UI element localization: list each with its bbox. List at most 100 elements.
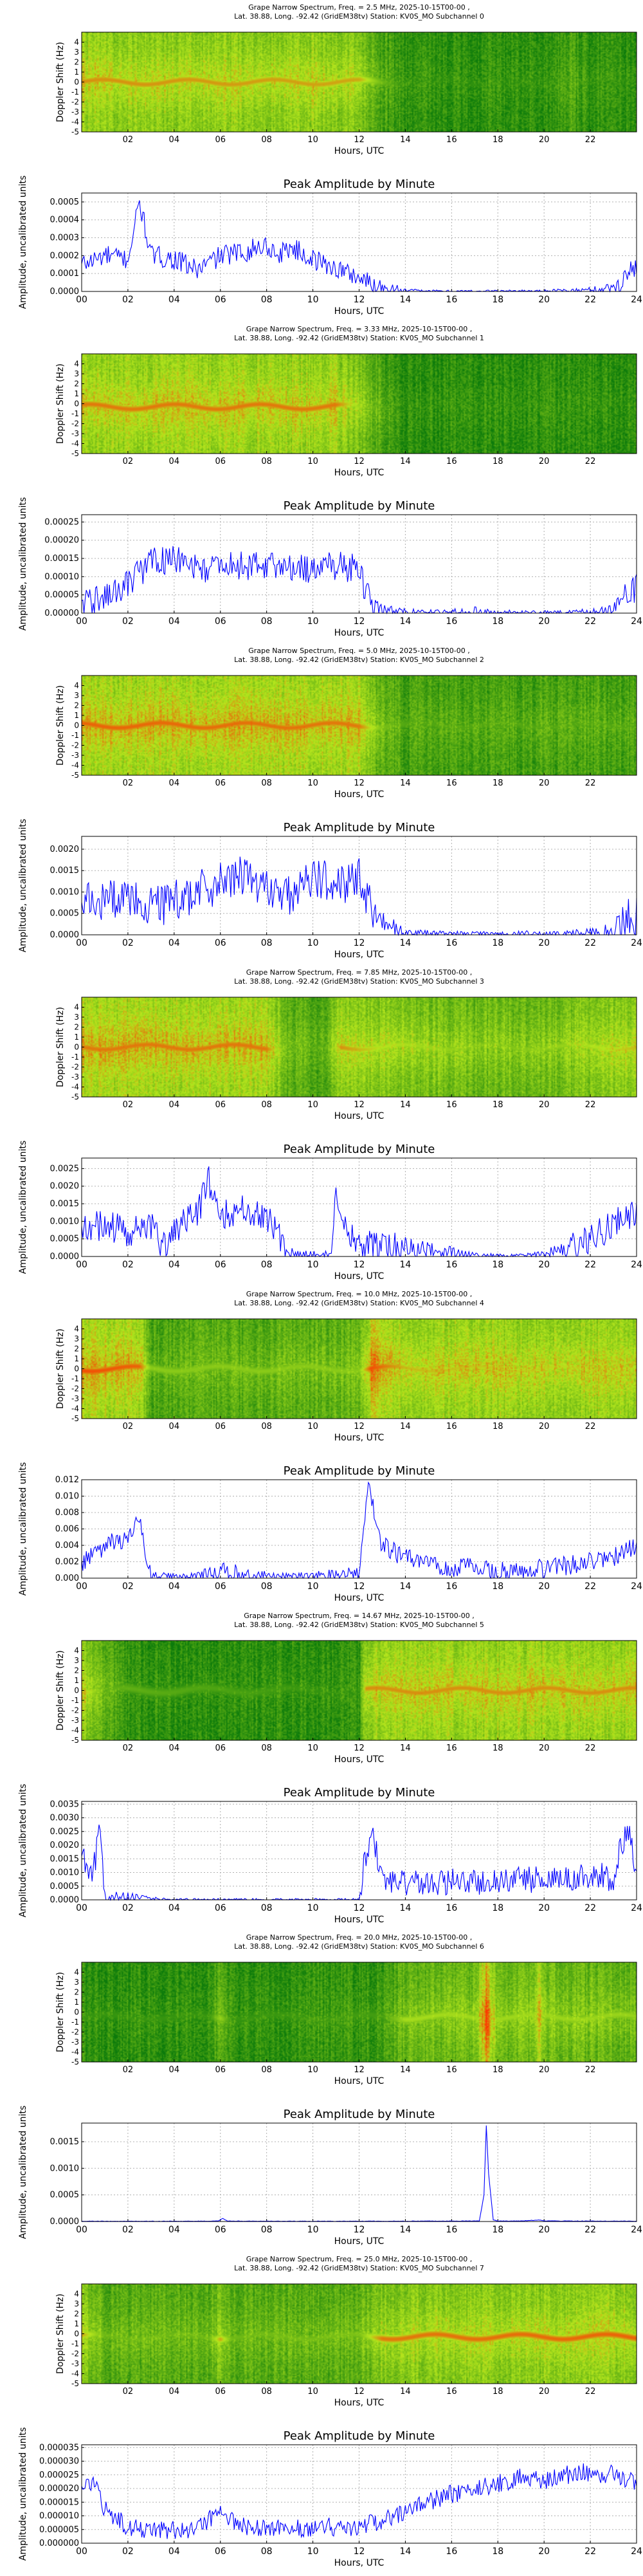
amplitude-ytick-label: 0.00015 bbox=[44, 554, 79, 564]
spectrogram-title-line2: Lat. 38.88, Long. -92.42 (GridEM38tv) St… bbox=[234, 334, 484, 342]
spectrogram-xtick-label: 08 bbox=[261, 2065, 272, 2075]
amplitude-xtick-label: 04 bbox=[168, 295, 180, 305]
spectrogram-xtick-label: 20 bbox=[539, 457, 550, 466]
spectrogram-xtick-label: 20 bbox=[539, 1100, 550, 1110]
amplitude-chart-title: Peak Amplitude by Minute bbox=[284, 178, 435, 191]
spectrogram-ytick-label: 2 bbox=[74, 380, 79, 389]
amplitude-xtick-label: 08 bbox=[261, 1903, 273, 1913]
spectrogram-xtick-label: 08 bbox=[261, 1743, 272, 1753]
spectrogram-ytick-label: 3 bbox=[74, 2299, 79, 2308]
spectrogram-ytick-label: 3 bbox=[74, 1013, 79, 1022]
spectrogram-ylabel: Doppler Shift (Hz) bbox=[55, 1650, 66, 1731]
amplitude-ytick-label: 0.0005 bbox=[50, 909, 80, 919]
spectrogram-ytick-label: 2 bbox=[74, 701, 79, 710]
spectrogram-ytick-label: 0 bbox=[74, 721, 79, 730]
amplitude-ylabel: Amplitude, uncalibrated units bbox=[18, 1462, 28, 1596]
spectrogram-xtick-label: 22 bbox=[585, 1422, 596, 1431]
spectrogram-xtick-label: 18 bbox=[493, 457, 503, 466]
spectrogram-ytick-label: -3 bbox=[71, 751, 79, 760]
spectrogram-xtick-label: 22 bbox=[585, 457, 596, 466]
amplitude-ytick-label: 0.0010 bbox=[50, 2164, 80, 2173]
spectrogram-xtick-label: 08 bbox=[261, 135, 272, 145]
amplitude-ytick-label: 0.0000 bbox=[50, 930, 80, 940]
spectrogram-xtick-label: 20 bbox=[539, 778, 550, 788]
amplitude-xtick-label: 16 bbox=[446, 1903, 457, 1913]
spectrogram-xtick-label: 10 bbox=[307, 1100, 318, 1110]
amplitude-xtick-label: 12 bbox=[354, 295, 365, 305]
spectrogram-ytick-label: -1 bbox=[71, 731, 79, 740]
spectrogram-title-line2: Lat. 38.88, Long. -92.42 (GridEM38tv) St… bbox=[234, 1621, 484, 1629]
amplitude-xtick-label: 08 bbox=[261, 295, 273, 305]
spectrogram-xtick-label: 04 bbox=[169, 135, 180, 145]
spectrogram-ytick-label: -5 bbox=[71, 2057, 79, 2066]
spectrogram-ytick-label: 2 bbox=[74, 1988, 79, 1997]
spectrogram-xtick-label: 02 bbox=[123, 1743, 134, 1753]
spectrogram-ytick-label: -2 bbox=[71, 1063, 79, 1072]
spectrogram-xtick-label: 08 bbox=[261, 1422, 272, 1431]
spectrogram-ytick-label: 3 bbox=[74, 691, 79, 700]
amplitude-xtick-label: 10 bbox=[307, 938, 319, 948]
amplitude-xtick-label: 04 bbox=[168, 2225, 180, 2235]
spectrogram-xtick-label: 14 bbox=[400, 1100, 411, 1110]
spectrogram-xtick-label: 04 bbox=[169, 2065, 180, 2075]
spectrogram-xtick-label: 20 bbox=[539, 1422, 550, 1431]
amplitude-xtick-label: 02 bbox=[122, 2225, 134, 2235]
spectrogram-xtick-label: 16 bbox=[446, 2065, 457, 2075]
channel-5: Grape Narrow Spectrum, Freq. = 14.67 MHz… bbox=[18, 1612, 642, 1925]
amplitude-xtick-label: 20 bbox=[538, 1581, 550, 1592]
spectrogram-xtick-label: 20 bbox=[539, 135, 550, 145]
spectrogram-xtick-label: 14 bbox=[400, 135, 411, 145]
amplitude-xtick-label: 10 bbox=[307, 1581, 319, 1592]
spectrogram-xlabel: Hours, UTC bbox=[334, 2398, 385, 2408]
amplitude-xtick-label: 06 bbox=[215, 2225, 226, 2235]
amplitude-ytick-label: 0.0020 bbox=[50, 845, 80, 854]
amplitude-xtick-label: 14 bbox=[400, 2225, 412, 2235]
spectrogram-ylabel: Doppler Shift (Hz) bbox=[55, 1972, 66, 2052]
spectrogram-ytick-label: 1 bbox=[74, 389, 79, 398]
amplitude-xtick-label: 24 bbox=[631, 1581, 642, 1592]
spectrogram-ytick-label: -2 bbox=[71, 1706, 79, 1715]
spectrogram-ytick-label: 1 bbox=[74, 711, 79, 720]
spectrogram-xtick-label: 08 bbox=[261, 457, 272, 466]
spectrogram-ytick-label: 4 bbox=[74, 1968, 79, 1977]
spectrogram-xlabel: Hours, UTC bbox=[334, 1433, 385, 1443]
spectrogram-xtick-label: 18 bbox=[493, 1100, 503, 1110]
spectrogram-xtick-label: 12 bbox=[354, 1743, 365, 1753]
amplitude-xtick-label: 10 bbox=[307, 1903, 319, 1913]
spectrogram-xtick-label: 04 bbox=[169, 457, 180, 466]
spectrogram-xtick-label: 06 bbox=[215, 1100, 226, 1110]
amplitude-xtick-label: 16 bbox=[446, 1260, 457, 1270]
amplitude-ylabel: Amplitude, uncalibrated units bbox=[18, 2427, 28, 2561]
amplitude-xtick-label: 22 bbox=[584, 616, 596, 627]
spectrogram-ytick-label: 0 bbox=[74, 400, 79, 409]
amplitude-xtick-label: 00 bbox=[76, 295, 87, 305]
amplitude-ytick-label: 0.006 bbox=[55, 1525, 79, 1534]
spectrogram-xlabel: Hours, UTC bbox=[334, 146, 385, 156]
amplitude-xtick-label: 08 bbox=[261, 938, 273, 948]
spectrogram-ytick-label: -5 bbox=[71, 1092, 79, 1101]
spectrogram-ytick-label: 1 bbox=[74, 1033, 79, 1042]
spectrogram-ylabel: Doppler Shift (Hz) bbox=[55, 1007, 66, 1087]
spectrogram-xtick-label: 16 bbox=[446, 778, 457, 788]
amplitude-chart-title: Peak Amplitude by Minute bbox=[284, 499, 435, 513]
amplitude-ytick-label: 0.004 bbox=[55, 1541, 79, 1550]
amplitude-xtick-label: 00 bbox=[76, 1581, 87, 1592]
spectrogram-xtick-label: 18 bbox=[493, 1422, 503, 1431]
amplitude-xtick-label: 16 bbox=[446, 938, 457, 948]
amplitude-xtick-label: 00 bbox=[76, 2225, 87, 2235]
amplitude-xlabel: Hours, UTC bbox=[334, 306, 385, 317]
spectrogram-xtick-label: 22 bbox=[585, 135, 596, 145]
amplitude-ytick-label: 0.0015 bbox=[50, 1854, 80, 1864]
amplitude-ylabel: Amplitude, uncalibrated units bbox=[18, 497, 28, 631]
amplitude-xtick-label: 20 bbox=[538, 1260, 550, 1270]
spectrogram-title-line1: Grape Narrow Spectrum, Freq. = 3.33 MHz,… bbox=[246, 325, 473, 333]
spectrogram-xtick-label: 14 bbox=[400, 457, 411, 466]
spectrogram-xtick-label: 16 bbox=[446, 457, 457, 466]
amplitude-xtick-label: 04 bbox=[168, 1903, 180, 1913]
amplitude-ytick-label: 0.0010 bbox=[50, 887, 80, 897]
spectrogram-ytick-label: -2 bbox=[71, 741, 79, 750]
amplitude-xtick-label: 02 bbox=[122, 1581, 134, 1592]
spectrogram-xtick-label: 06 bbox=[215, 1743, 226, 1753]
amplitude-xtick-label: 20 bbox=[538, 616, 550, 627]
spectrogram-xtick-label: 20 bbox=[539, 2065, 550, 2075]
